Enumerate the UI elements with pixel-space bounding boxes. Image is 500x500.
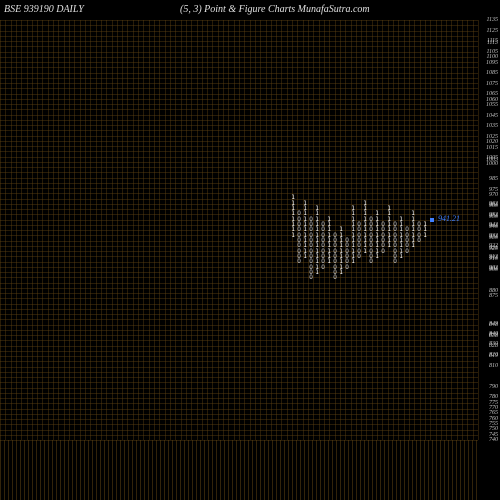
pnf-x-mark: 1 bbox=[386, 211, 392, 216]
pnf-x-mark: 1 bbox=[314, 206, 320, 211]
y-tick: 941 bbox=[489, 223, 498, 229]
pnf-o-mark: O bbox=[416, 238, 422, 243]
pnf-x-mark: 1 bbox=[290, 195, 296, 200]
pnf-x-mark: 1 bbox=[350, 206, 356, 211]
pnf-o-mark: O bbox=[380, 249, 386, 254]
y-tick: 1085 bbox=[486, 70, 498, 76]
y-tick: 1075 bbox=[486, 81, 498, 87]
pnf-x-mark: 1 bbox=[422, 222, 428, 227]
pnf-x-mark: 1 bbox=[374, 254, 380, 259]
pnf-o-mark: O bbox=[368, 259, 374, 264]
y-tick: 1060 bbox=[486, 97, 498, 103]
pnf-o-mark: O bbox=[344, 265, 350, 270]
pnf-x-mark: 1 bbox=[350, 211, 356, 216]
pnf-o-mark: O bbox=[332, 275, 338, 280]
y-tick: 911 bbox=[489, 255, 498, 261]
y-tick: 970 bbox=[489, 192, 498, 198]
y-tick: 839 bbox=[489, 332, 498, 338]
y-tick: 1020 bbox=[486, 139, 498, 145]
pnf-x-mark: 1 bbox=[374, 211, 380, 216]
pnf-x-mark: 1 bbox=[290, 201, 296, 206]
y-tick: 1035 bbox=[486, 123, 498, 129]
y-tick: 921 bbox=[489, 245, 498, 251]
bottom-grid-dense bbox=[0, 440, 478, 500]
header-left: BSE 939190 DAILY bbox=[4, 4, 84, 15]
pnf-o-mark: O bbox=[404, 249, 410, 254]
pnf-x-mark: 1 bbox=[326, 222, 332, 227]
y-tick: 1000 bbox=[486, 161, 498, 167]
y-tick: 1113 bbox=[487, 40, 498, 46]
pnf-x-mark: 1 bbox=[302, 201, 308, 206]
y-tick: 1125 bbox=[486, 28, 498, 34]
pnf-o-mark: O bbox=[308, 275, 314, 280]
y-tick: 985 bbox=[489, 176, 498, 182]
y-tick: 810 bbox=[489, 363, 498, 369]
pnf-x-mark: 1 bbox=[350, 259, 356, 264]
current-price-marker bbox=[430, 218, 434, 222]
y-tick: 828 bbox=[489, 343, 498, 349]
y-tick: 819 bbox=[489, 353, 498, 359]
y-tick: 1095 bbox=[486, 60, 498, 66]
pnf-o-mark: O bbox=[356, 254, 362, 259]
y-tick: 901 bbox=[489, 266, 498, 272]
pnf-x-mark: 1 bbox=[398, 217, 404, 222]
pnf-x-mark: 1 bbox=[338, 270, 344, 275]
pnf-x-mark: 1 bbox=[422, 227, 428, 232]
y-tick: 740 bbox=[489, 437, 498, 443]
pnf-x-mark: 1 bbox=[362, 201, 368, 206]
y-tick: 1015 bbox=[486, 145, 498, 151]
header-center: (5, 3) Point & Figure Charts MunafaSutra… bbox=[180, 4, 370, 15]
y-tick: 849 bbox=[489, 321, 498, 327]
y-tick: 875 bbox=[489, 293, 498, 299]
pnf-x-mark: 1 bbox=[362, 206, 368, 211]
y-tick: 931 bbox=[489, 234, 498, 240]
y-tick: 1045 bbox=[486, 113, 498, 119]
pnf-x-mark: 1 bbox=[422, 233, 428, 238]
pnf-x-mark: 1 bbox=[326, 217, 332, 222]
pnf-x-mark: 1 bbox=[314, 211, 320, 216]
pnf-o-mark: O bbox=[392, 259, 398, 264]
y-tick: 790 bbox=[489, 384, 498, 390]
y-tick: 951 bbox=[489, 213, 498, 219]
pnf-x-mark: 1 bbox=[314, 270, 320, 275]
y-tick: 1055 bbox=[486, 102, 498, 108]
y-tick: 1100 bbox=[486, 54, 498, 60]
y-tick: 1135 bbox=[486, 17, 498, 23]
pnf-x-mark: 1 bbox=[302, 206, 308, 211]
pnf-x-mark: 1 bbox=[386, 206, 392, 211]
y-tick: 961 bbox=[489, 202, 498, 208]
pnf-x-mark: 1 bbox=[398, 254, 404, 259]
pnf-chart: 11111111OOOOOOOOOO11111111111OOOOOOOOOOO… bbox=[0, 20, 478, 440]
pnf-o-mark: O bbox=[320, 265, 326, 270]
current-price-label: 941.21 bbox=[438, 214, 460, 223]
pnf-x-mark: 1 bbox=[410, 211, 416, 216]
pnf-x-mark: 1 bbox=[338, 227, 344, 232]
pnf-x-mark: 1 bbox=[410, 243, 416, 248]
pnf-o-mark: O bbox=[296, 259, 302, 264]
